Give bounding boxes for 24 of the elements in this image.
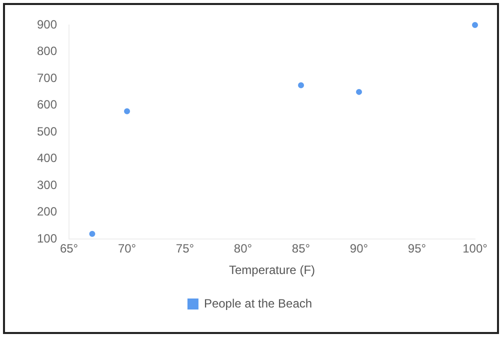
y-tick-label: 900 <box>36 17 58 32</box>
x-tick-label: 90° <box>350 242 368 256</box>
y-tick-label: 500 <box>36 124 58 138</box>
point <box>124 108 130 114</box>
legend-label: People at the Beach <box>204 296 312 310</box>
x-axis-title: Temperature (F) <box>228 263 316 278</box>
point <box>472 22 478 28</box>
x-tick-label: 95° <box>408 242 426 256</box>
y-tick-label: 800 <box>36 44 58 58</box>
point <box>89 230 96 237</box>
y-tick-label: 600 <box>36 98 58 112</box>
y-tick-label: 400 <box>36 151 58 166</box>
y-tick-label: 200 <box>36 204 58 219</box>
y-tick-label: 700 <box>36 70 58 85</box>
x-tick-label: 65° <box>60 242 78 256</box>
x-tick-label: 70° <box>118 242 136 256</box>
x-tick-label: 80° <box>234 242 252 256</box>
x-tick-label: 85° <box>292 242 310 256</box>
y-tick-label: 300 <box>36 178 58 192</box>
y-tick-label: 100 <box>36 232 58 246</box>
x-tick-label: 75° <box>176 242 194 256</box>
point <box>298 82 304 88</box>
x-tick-label: 100° <box>462 242 488 256</box>
point <box>356 88 362 95</box>
